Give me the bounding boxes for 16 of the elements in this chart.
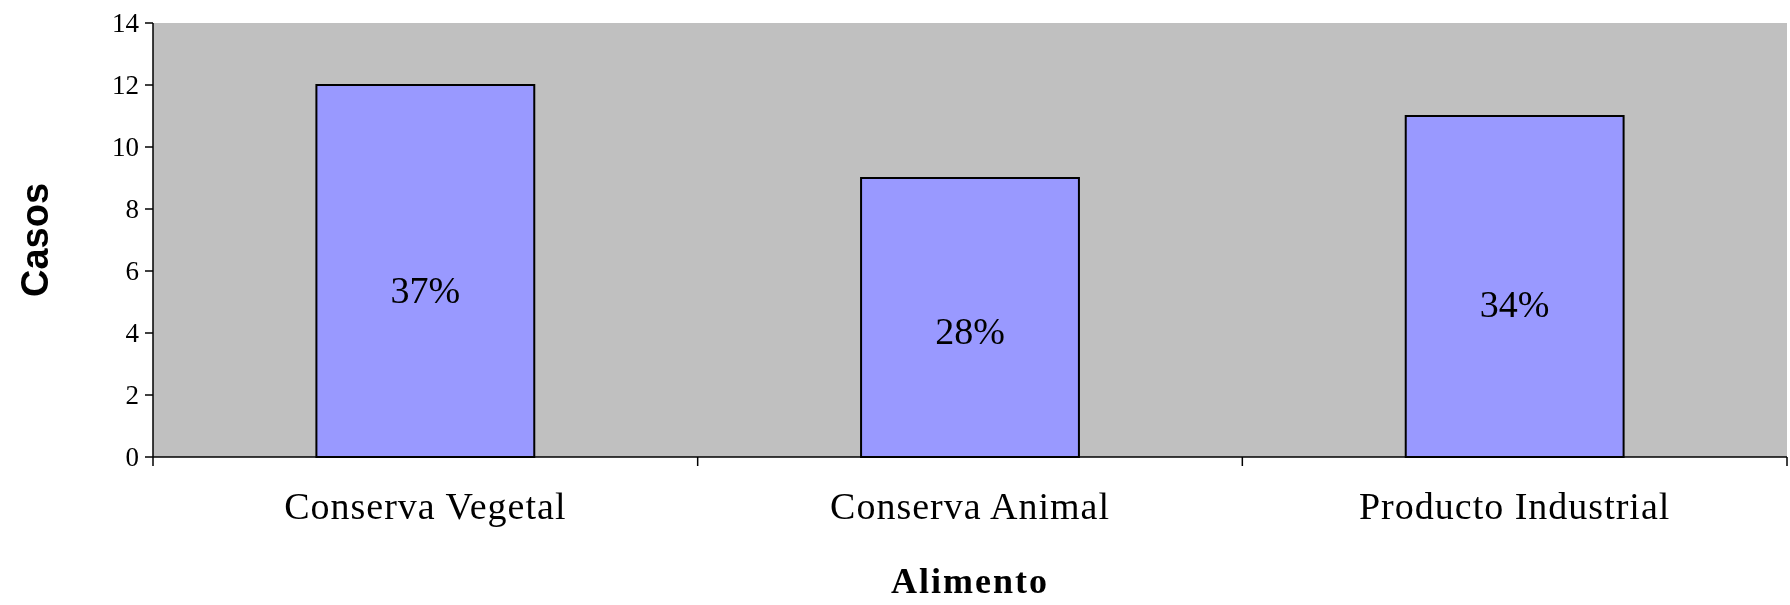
- y-axis-title: Casos: [14, 182, 56, 298]
- y-tick-label: 14: [112, 8, 140, 38]
- y-tick-label: 6: [125, 256, 139, 286]
- x-tick-label: Conserva Vegetal: [284, 485, 567, 527]
- annotation: 28%: [935, 310, 1005, 353]
- annotation: 34%: [1479, 282, 1550, 325]
- y-tick-label: 12: [112, 70, 139, 100]
- x-tick-label: Producto Industrial: [1358, 485, 1671, 527]
- y-tick-label: 8: [125, 194, 139, 224]
- x-axis-title: Alimento: [891, 561, 1049, 601]
- x-tick-label: Conserva Animal: [830, 485, 1110, 527]
- y-tick-label: 4: [125, 318, 140, 348]
- y-tick-label: 2: [125, 380, 139, 410]
- y-tick-label: 10: [112, 132, 139, 162]
- y-tick-label: 0: [125, 442, 139, 472]
- annotation: 37%: [390, 268, 461, 311]
